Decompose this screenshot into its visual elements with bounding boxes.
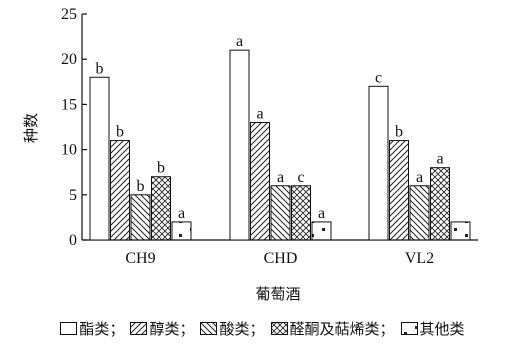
y-tick-label: 25 xyxy=(61,6,77,23)
y-tick-label: 0 xyxy=(69,232,77,249)
bar xyxy=(368,85,389,241)
y-tick-label: 15 xyxy=(61,96,77,113)
legend-item: 醇类； xyxy=(130,318,200,339)
bar-significance-label: a xyxy=(436,151,443,168)
legend-item: 醛酮及萜烯类； xyxy=(270,318,401,339)
bar xyxy=(291,185,311,241)
legend-swatch xyxy=(400,321,418,335)
bar xyxy=(389,140,409,241)
legend-item: 酯类； xyxy=(60,318,130,339)
legend-swatch xyxy=(200,321,218,335)
x-tick-label: CHD xyxy=(264,250,298,267)
bar-significance-label: b xyxy=(137,178,145,195)
legend-separator: ； xyxy=(249,319,265,338)
bar-significance-label: b xyxy=(157,160,165,177)
bar xyxy=(311,221,332,241)
bar xyxy=(151,176,171,241)
legend-swatch xyxy=(270,321,288,335)
legend-swatch xyxy=(130,321,148,335)
bar xyxy=(409,185,430,241)
legend-swatch xyxy=(60,321,78,335)
x-tick-label: VL2 xyxy=(405,250,434,267)
bar-significance-label: a xyxy=(416,169,423,186)
legend-label: 酸类 xyxy=(219,319,250,338)
bar-significance-label: c xyxy=(375,69,382,86)
legend-separator: ； xyxy=(379,319,395,338)
y-tick-label: 20 xyxy=(61,51,77,68)
x-tick-label: CH9 xyxy=(125,250,155,267)
bar-significance-label: b xyxy=(116,124,124,141)
y-tick-label: 10 xyxy=(61,142,77,159)
legend-separator: ； xyxy=(109,319,125,338)
bar-significance-label: a xyxy=(318,205,325,222)
bar-significance-label: a xyxy=(236,33,243,50)
bar-significance-label: a xyxy=(178,205,185,222)
legend-item: 其他类 xyxy=(400,318,465,339)
bar xyxy=(110,140,130,241)
bar-significance-label: a xyxy=(277,169,284,186)
legend-item: 酸类； xyxy=(200,318,270,339)
bar xyxy=(229,49,250,241)
bar xyxy=(171,221,192,241)
bar-significance-label: b xyxy=(395,124,403,141)
bar xyxy=(270,185,291,241)
bar xyxy=(450,221,471,241)
bar-significance-label: a xyxy=(256,105,263,122)
bar xyxy=(430,167,450,241)
x-axis-label: 葡萄酒 xyxy=(255,286,300,303)
y-axis-label: 种数 xyxy=(23,113,40,143)
y-tick-label: 5 xyxy=(69,187,77,204)
bar-significance-label: c xyxy=(297,169,304,186)
bar xyxy=(130,194,151,241)
bar xyxy=(89,76,110,241)
legend-label: 其他类 xyxy=(419,319,465,338)
legend-separator: ； xyxy=(179,319,195,338)
legend-label: 醛酮及萜烯类 xyxy=(289,319,380,338)
legend-label: 酯类 xyxy=(79,319,110,338)
bar xyxy=(250,121,270,241)
legend-label: 醇类 xyxy=(149,319,180,338)
legend: 酯类；醇类；酸类；醛酮及萜烯类；其他类 xyxy=(0,316,525,340)
bar-significance-label: b xyxy=(96,60,104,77)
